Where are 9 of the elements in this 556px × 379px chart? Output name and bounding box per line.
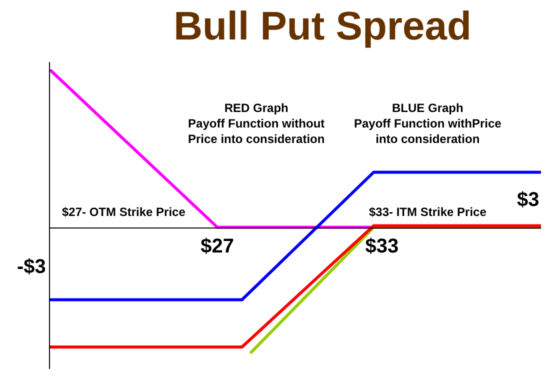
annotation: $3	[517, 189, 540, 211]
annotation: $27- OTM Strike Price	[62, 205, 186, 219]
annotation: RED Graph Payoff Function without Price into consideration	[188, 101, 325, 146]
annotation: BLUE Graph Payoff Function withPrice into consideration	[354, 101, 502, 146]
annotation: $33- ITM Strike Price	[369, 205, 487, 219]
text: -$3	[17, 256, 46, 278]
chart-title: Bull Put Spread	[174, 4, 472, 48]
x-tick-label: $33	[365, 235, 399, 258]
x-tick-label: $27	[200, 235, 234, 258]
